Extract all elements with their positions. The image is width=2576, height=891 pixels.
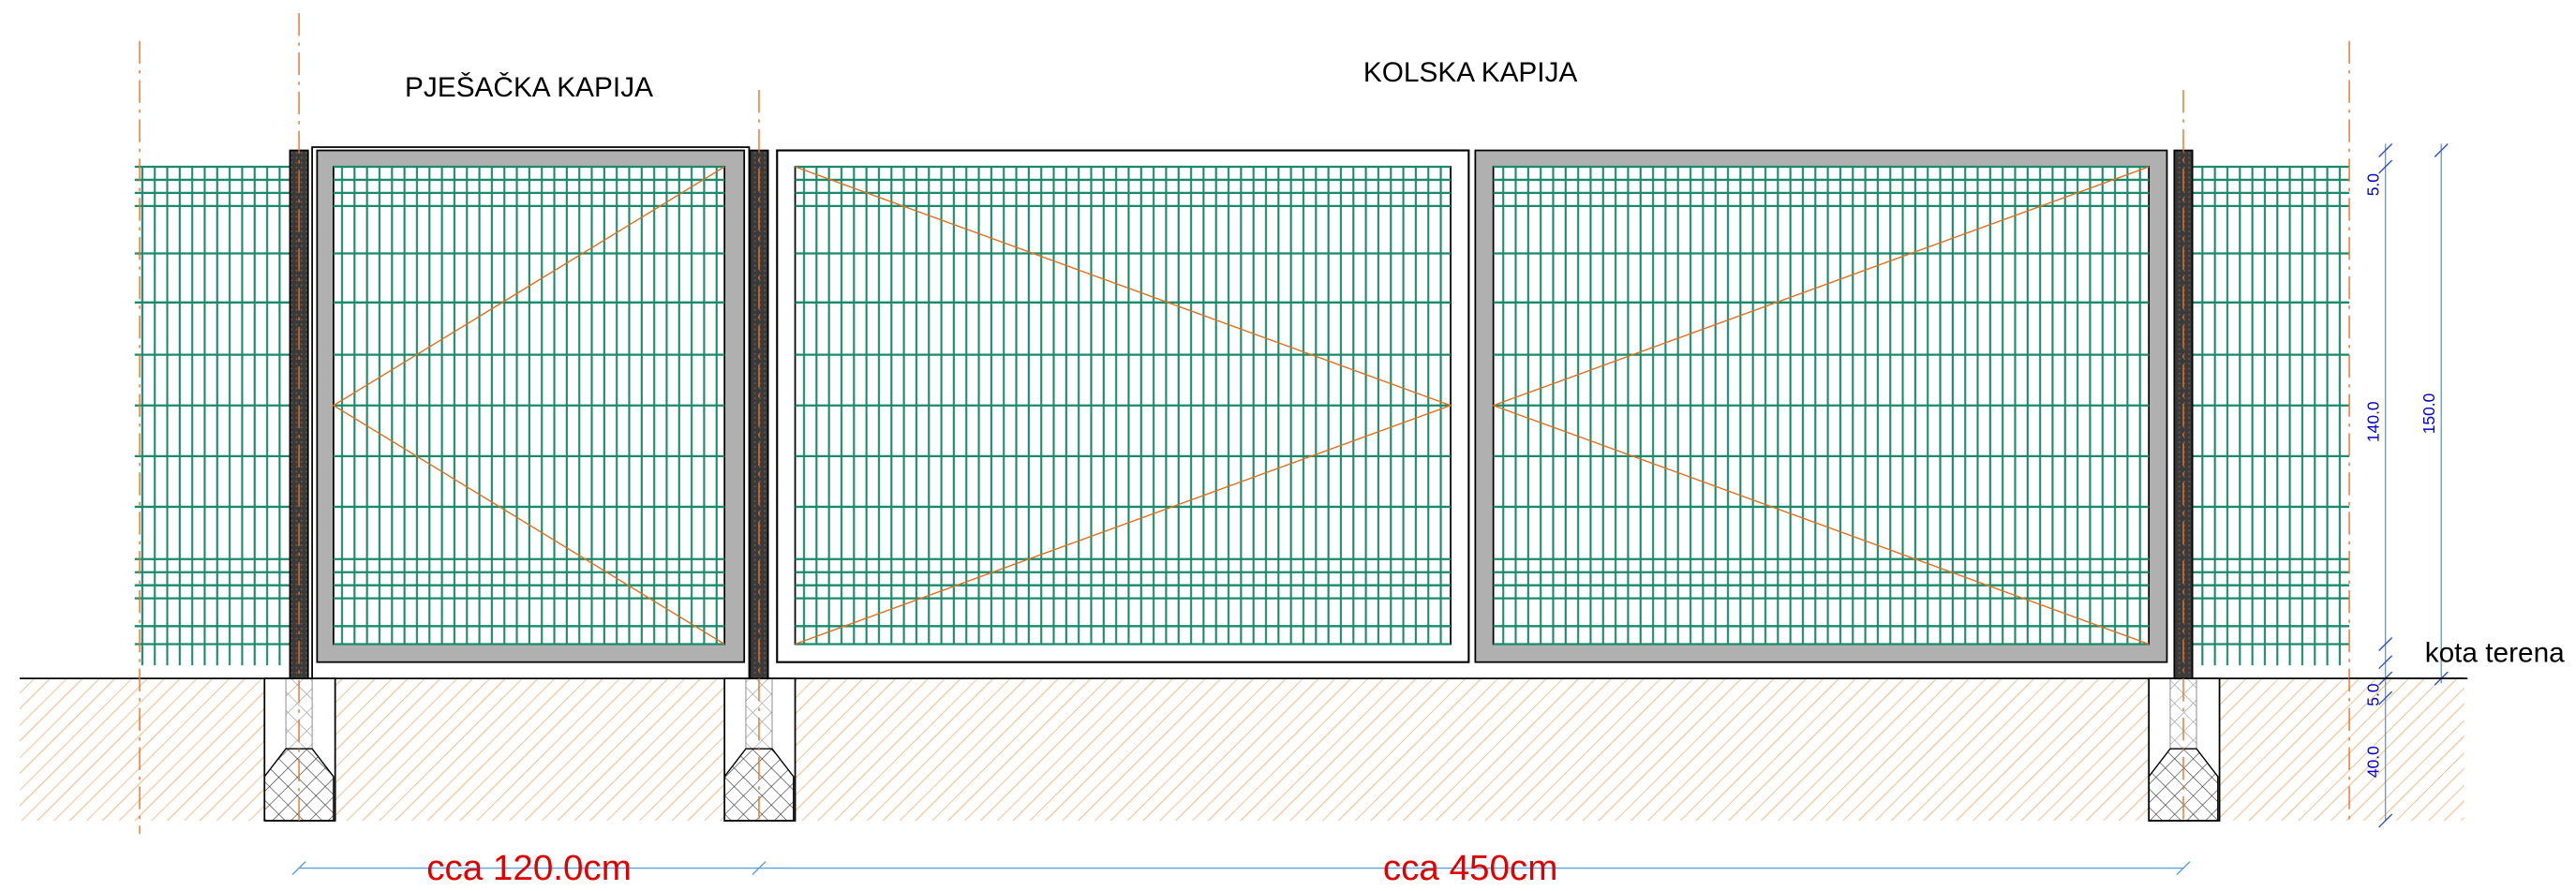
dimension: 5.0: [2364, 173, 2383, 197]
soil: [20, 678, 2464, 821]
dimension: 140.0: [2364, 401, 2383, 442]
layout: [20, 13, 2467, 875]
mesh: [135, 167, 291, 665]
dimension: 40.0: [2364, 746, 2383, 778]
dimension: 150.0: [2420, 393, 2438, 434]
ground-label: kota terena: [2425, 638, 2566, 669]
title: PJEŠAČKA KAPIJA: [405, 71, 653, 103]
title: KOLSKA KAPIJA: [1363, 57, 1578, 88]
dimension: 5.0: [2364, 683, 2383, 706]
drawing: PJEŠAČKA KAPIJA KOLSKA KAPIJA kota teren…: [0, 0, 2576, 891]
dimension: cca 450cm: [1383, 848, 1557, 888]
mesh: [2194, 167, 2350, 665]
dimension: cca 120.0cm: [426, 848, 632, 888]
